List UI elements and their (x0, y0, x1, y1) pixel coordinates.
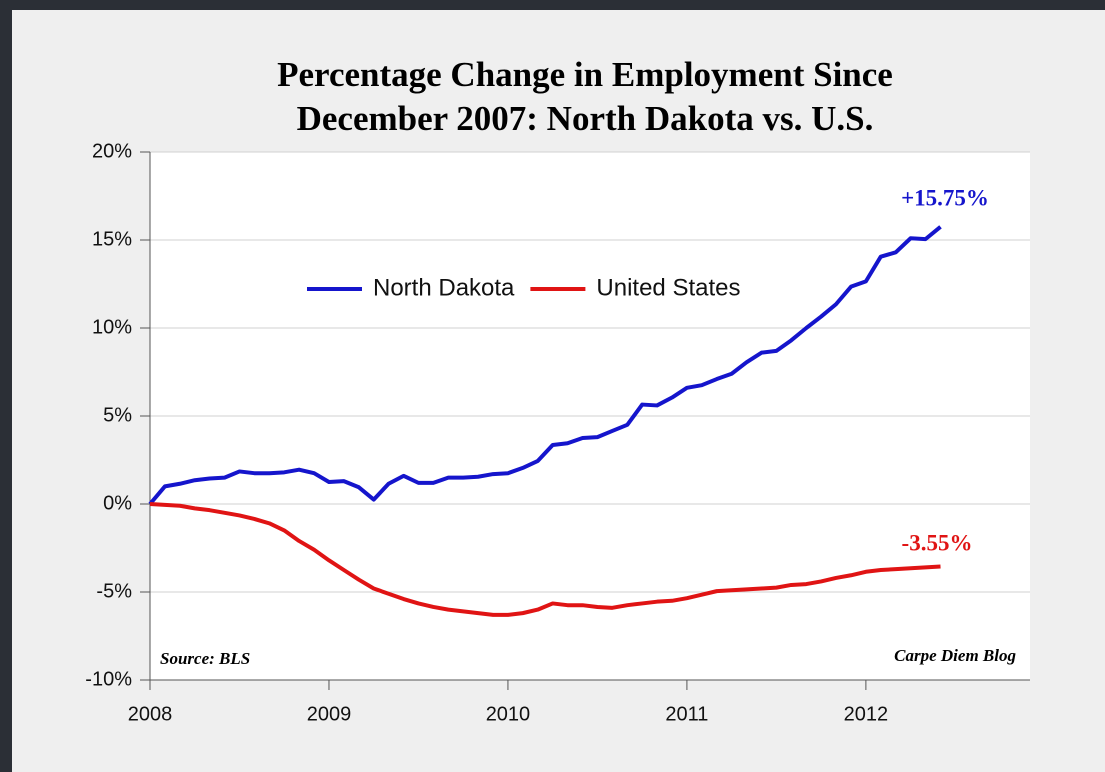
y-tick-label: -10% (85, 668, 132, 690)
credit-note: Carpe Diem Blog (894, 646, 1016, 665)
series-line (148, 225, 942, 506)
end-label: -3.55% (902, 530, 973, 555)
y-tick-label: 0% (103, 492, 132, 514)
x-tick-label: 2008 (128, 703, 173, 725)
legend-label: United States (596, 274, 740, 301)
y-tick-label: 5% (103, 404, 132, 426)
y-tick-label: 10% (92, 316, 132, 338)
x-tick-label: 2010 (486, 703, 531, 725)
y-tick-label: -5% (96, 580, 132, 602)
end-label: +15.75% (901, 185, 989, 210)
chart-title: Percentage Change in Employment Since (277, 55, 893, 94)
x-tick-label: 2012 (844, 703, 889, 725)
source-note: Source: BLS (160, 649, 250, 668)
x-tick-label: 2009 (307, 703, 352, 725)
legend-label: North Dakota (373, 274, 515, 301)
x-tick-label: 2011 (665, 703, 708, 725)
y-tick-label: 15% (92, 228, 132, 250)
y-tick-label: 20% (92, 140, 132, 162)
chart-title: December 2007: North Dakota vs. U.S. (297, 99, 874, 138)
series-line (149, 502, 941, 617)
